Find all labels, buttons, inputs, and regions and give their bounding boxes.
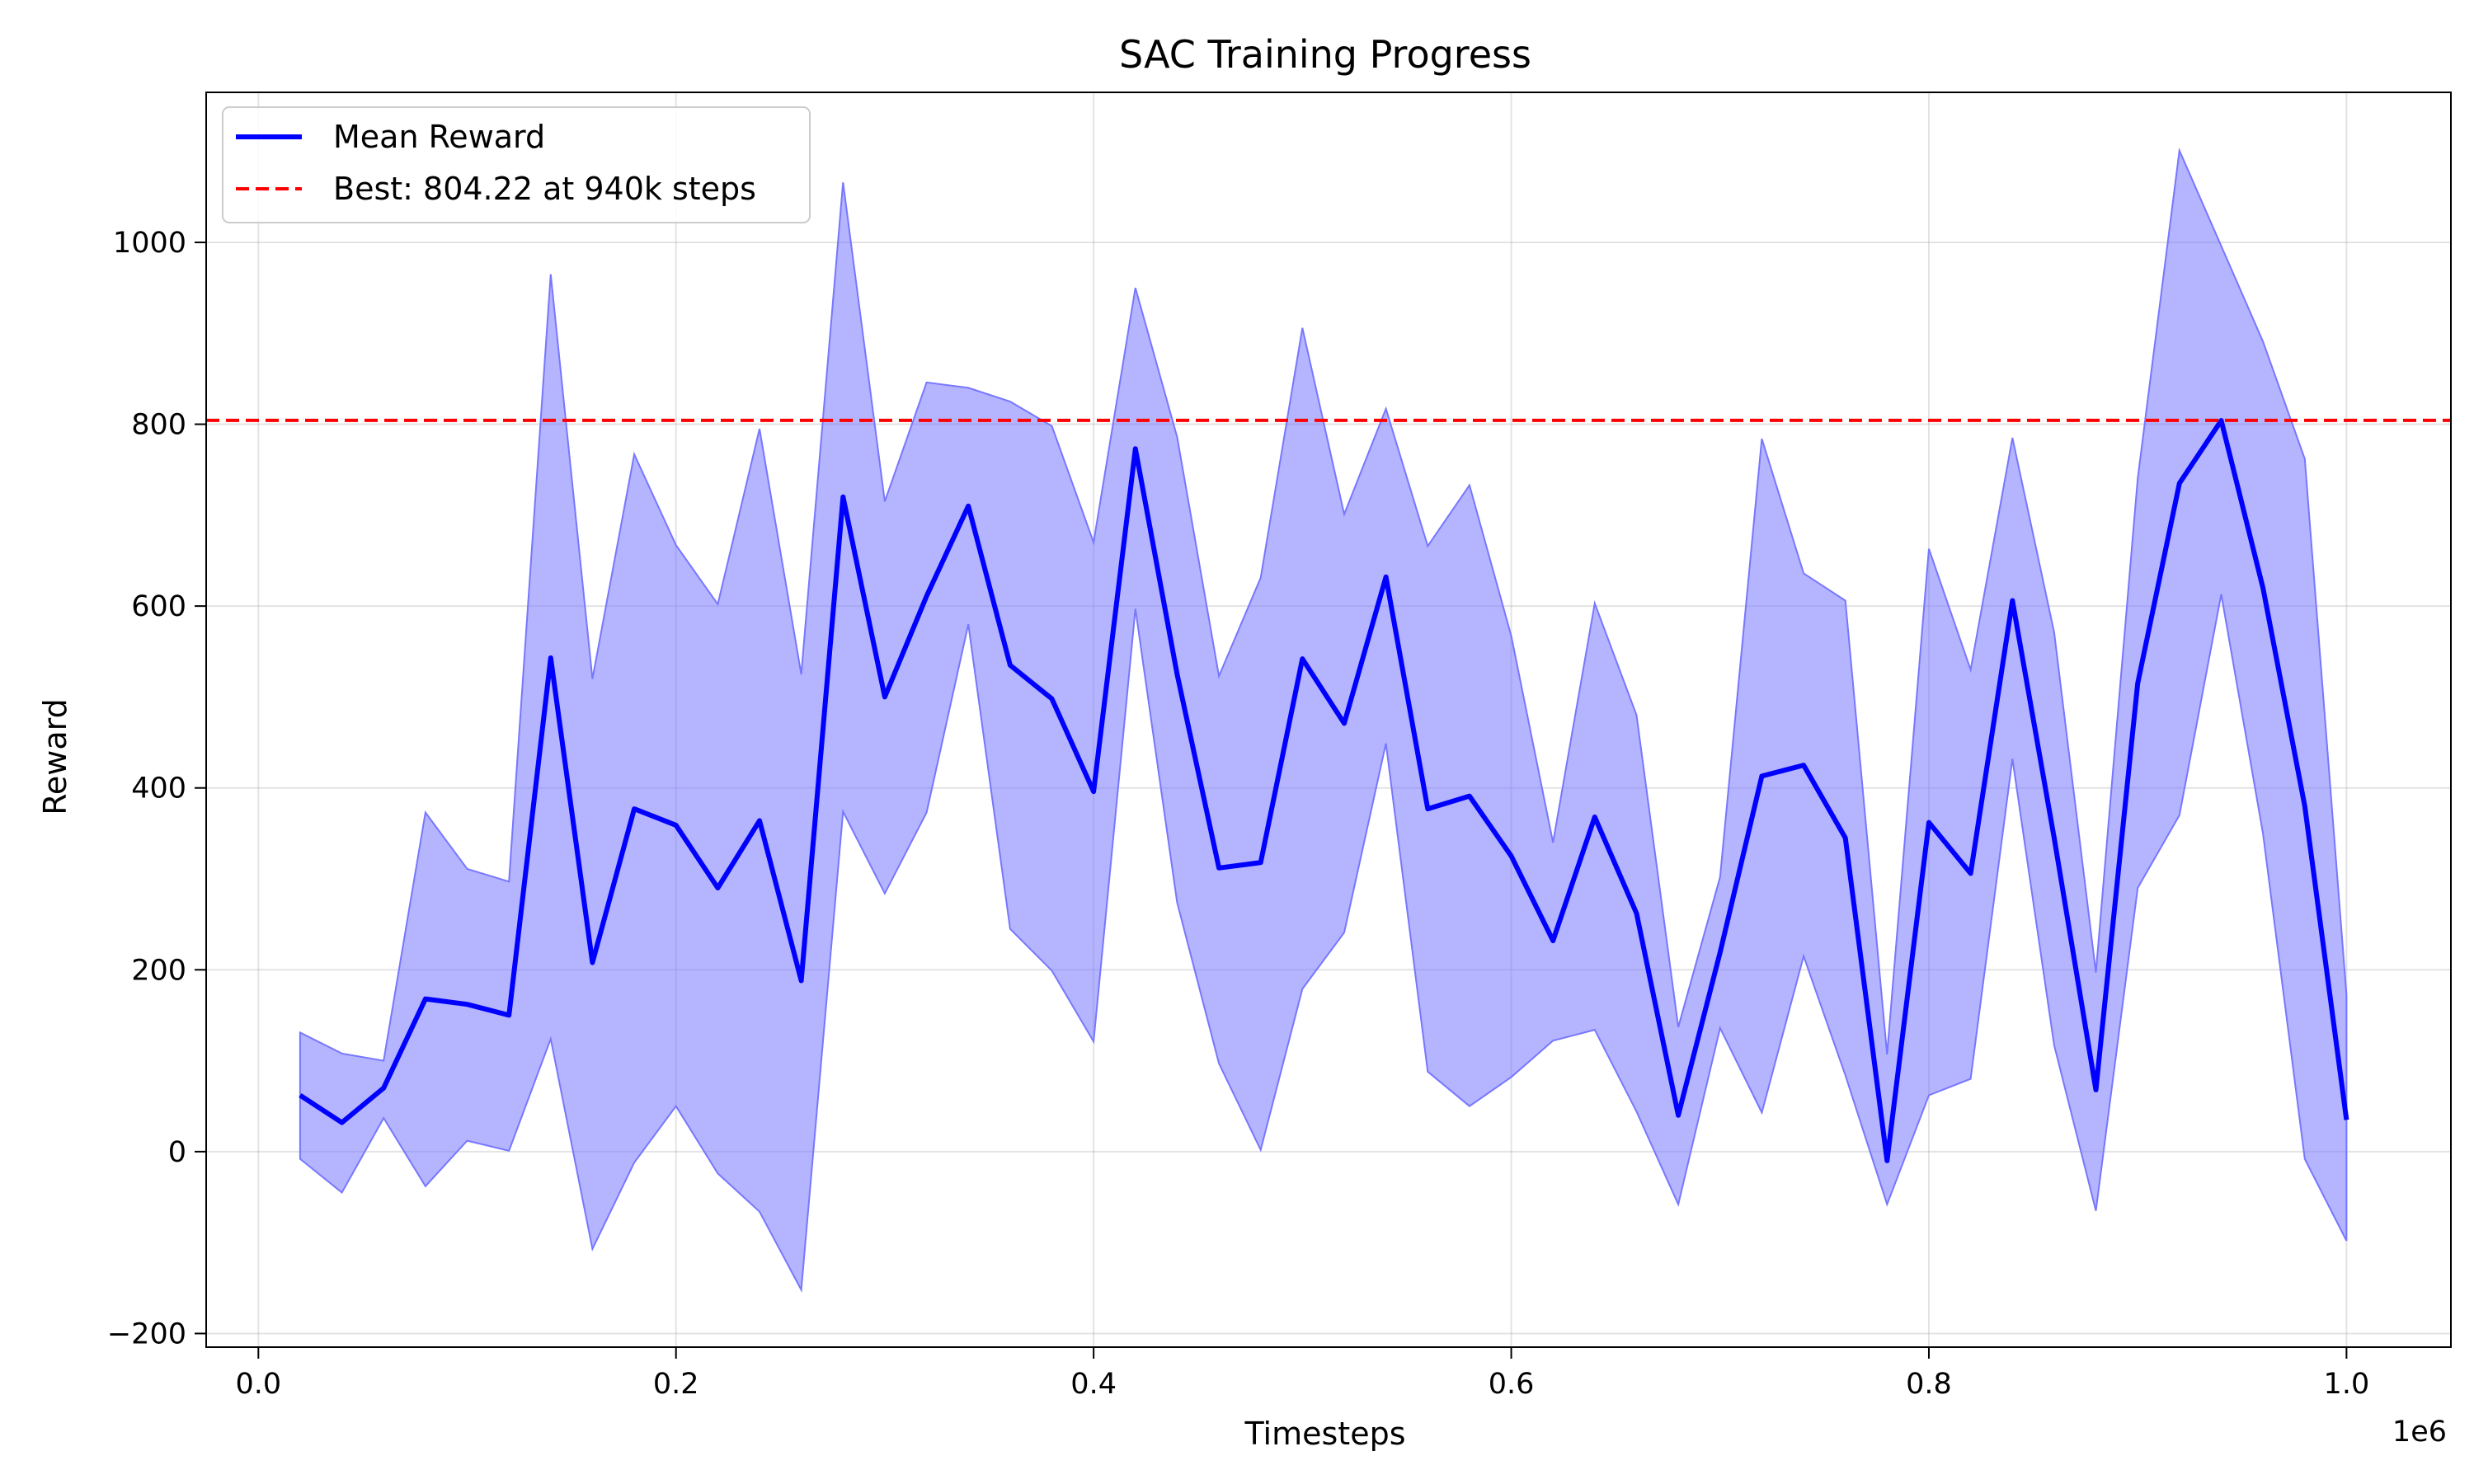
chart-title: SAC Training Progress xyxy=(1119,32,1531,77)
plot-frame xyxy=(205,92,2452,1348)
y-axis-ticks: −200 0 200 400 600 800 1000 xyxy=(107,227,206,1350)
y-tick-label: 400 xyxy=(131,773,186,805)
series-line-mean-reward xyxy=(299,418,2349,1163)
x-tick-label: 0.6 xyxy=(1489,1368,1535,1401)
y-tick-label: −200 xyxy=(107,1317,186,1350)
y-tick-label: 600 xyxy=(131,590,186,623)
x-tick-label: 1.0 xyxy=(2324,1368,2370,1401)
x-tick-label: 0.4 xyxy=(1070,1368,1117,1401)
x-axis-ticks: 0.0 0.2 0.4 0.6 0.8 1.0 xyxy=(235,1347,2369,1401)
y-tick-label: 1000 xyxy=(113,227,186,260)
series-lines xyxy=(299,418,2349,1163)
y-tick-label: 200 xyxy=(131,954,186,987)
x-axis-label: Timesteps xyxy=(1244,1416,1406,1452)
legend-label-best: Best: 804.22 at 940k steps xyxy=(333,171,756,207)
x-tick-label: 0.2 xyxy=(653,1368,699,1401)
x-tick-label: 0.0 xyxy=(235,1368,281,1401)
y-tick-label: 800 xyxy=(131,409,186,442)
legend: Mean Reward Best: 804.22 at 940k steps xyxy=(222,106,811,223)
legend-label-mean-reward: Mean Reward xyxy=(333,119,545,155)
y-axis-label: Reward xyxy=(37,698,73,815)
y-tick-label: 0 xyxy=(168,1136,186,1169)
x-axis-offset-label: 1e6 xyxy=(2392,1416,2447,1449)
reward-band-layer xyxy=(299,147,2348,1293)
reward-band xyxy=(299,147,2348,1293)
legend-box xyxy=(222,106,811,223)
x-tick-label: 0.8 xyxy=(1906,1368,1952,1401)
